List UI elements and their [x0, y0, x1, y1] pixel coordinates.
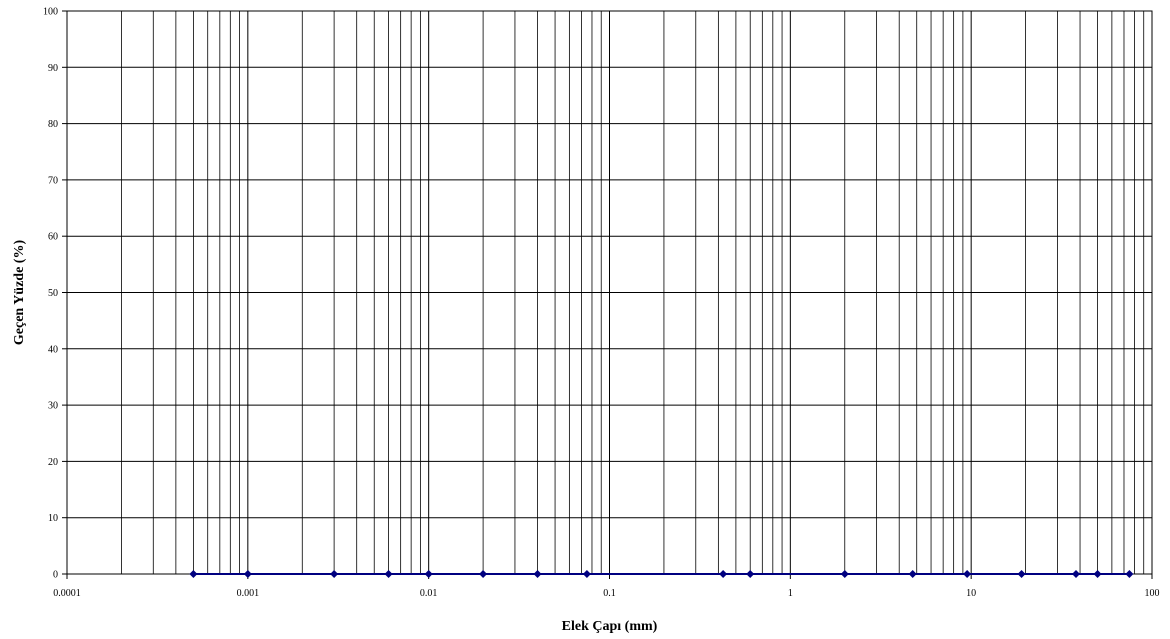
y-axis-title: Geçen Yüzde (%)	[12, 240, 27, 346]
y-tick-label: 20	[48, 457, 58, 468]
series-layer	[189, 570, 1134, 578]
data-point	[243, 570, 252, 578]
data-point	[1093, 570, 1102, 578]
data-point	[424, 570, 433, 578]
y-tick-label: 70	[48, 175, 58, 186]
x-tick-label: 10	[966, 588, 976, 599]
x-tick-label: 0.01	[420, 588, 438, 599]
data-point	[908, 570, 917, 578]
data-point	[1072, 570, 1081, 578]
data-point	[582, 570, 591, 578]
data-point	[189, 570, 198, 578]
data-point	[384, 570, 393, 578]
data-point	[533, 570, 542, 578]
data-point	[1017, 570, 1026, 578]
y-tick-label: 0	[53, 570, 58, 581]
data-point	[963, 570, 972, 578]
data-point	[746, 570, 755, 578]
y-tick-label: 80	[48, 119, 58, 130]
data-point	[1125, 570, 1134, 578]
x-axis-tick-labels: 0.0001 0.001 0.01 0.1 1 10 100	[53, 574, 1160, 599]
x-tick-label: 0.1	[603, 588, 616, 599]
x-tick-label: 100	[1145, 588, 1160, 599]
y-tick-label: 40	[48, 344, 58, 355]
x-tick-label: 0.0001	[53, 588, 81, 599]
y-tick-label: 50	[48, 288, 58, 299]
data-point	[479, 570, 488, 578]
y-tick-label: 10	[48, 513, 58, 524]
y-tick-label: 90	[48, 63, 58, 74]
x-axis-title: Elek Çapı (mm)	[562, 619, 658, 634]
data-point	[330, 570, 339, 578]
x-tick-label: 0.001	[237, 588, 260, 599]
y-tick-label: 30	[48, 401, 58, 412]
major-gridlines	[62, 10, 1152, 575]
x-tick-label: 1	[788, 588, 793, 599]
y-tick-label: 60	[48, 232, 58, 243]
y-axis-tick-labels: 0 10 20 30 40 50 60 70 80 90 100	[43, 7, 58, 581]
y-tick-label: 100	[43, 7, 58, 18]
data-point	[719, 570, 728, 578]
data-point	[840, 570, 849, 578]
